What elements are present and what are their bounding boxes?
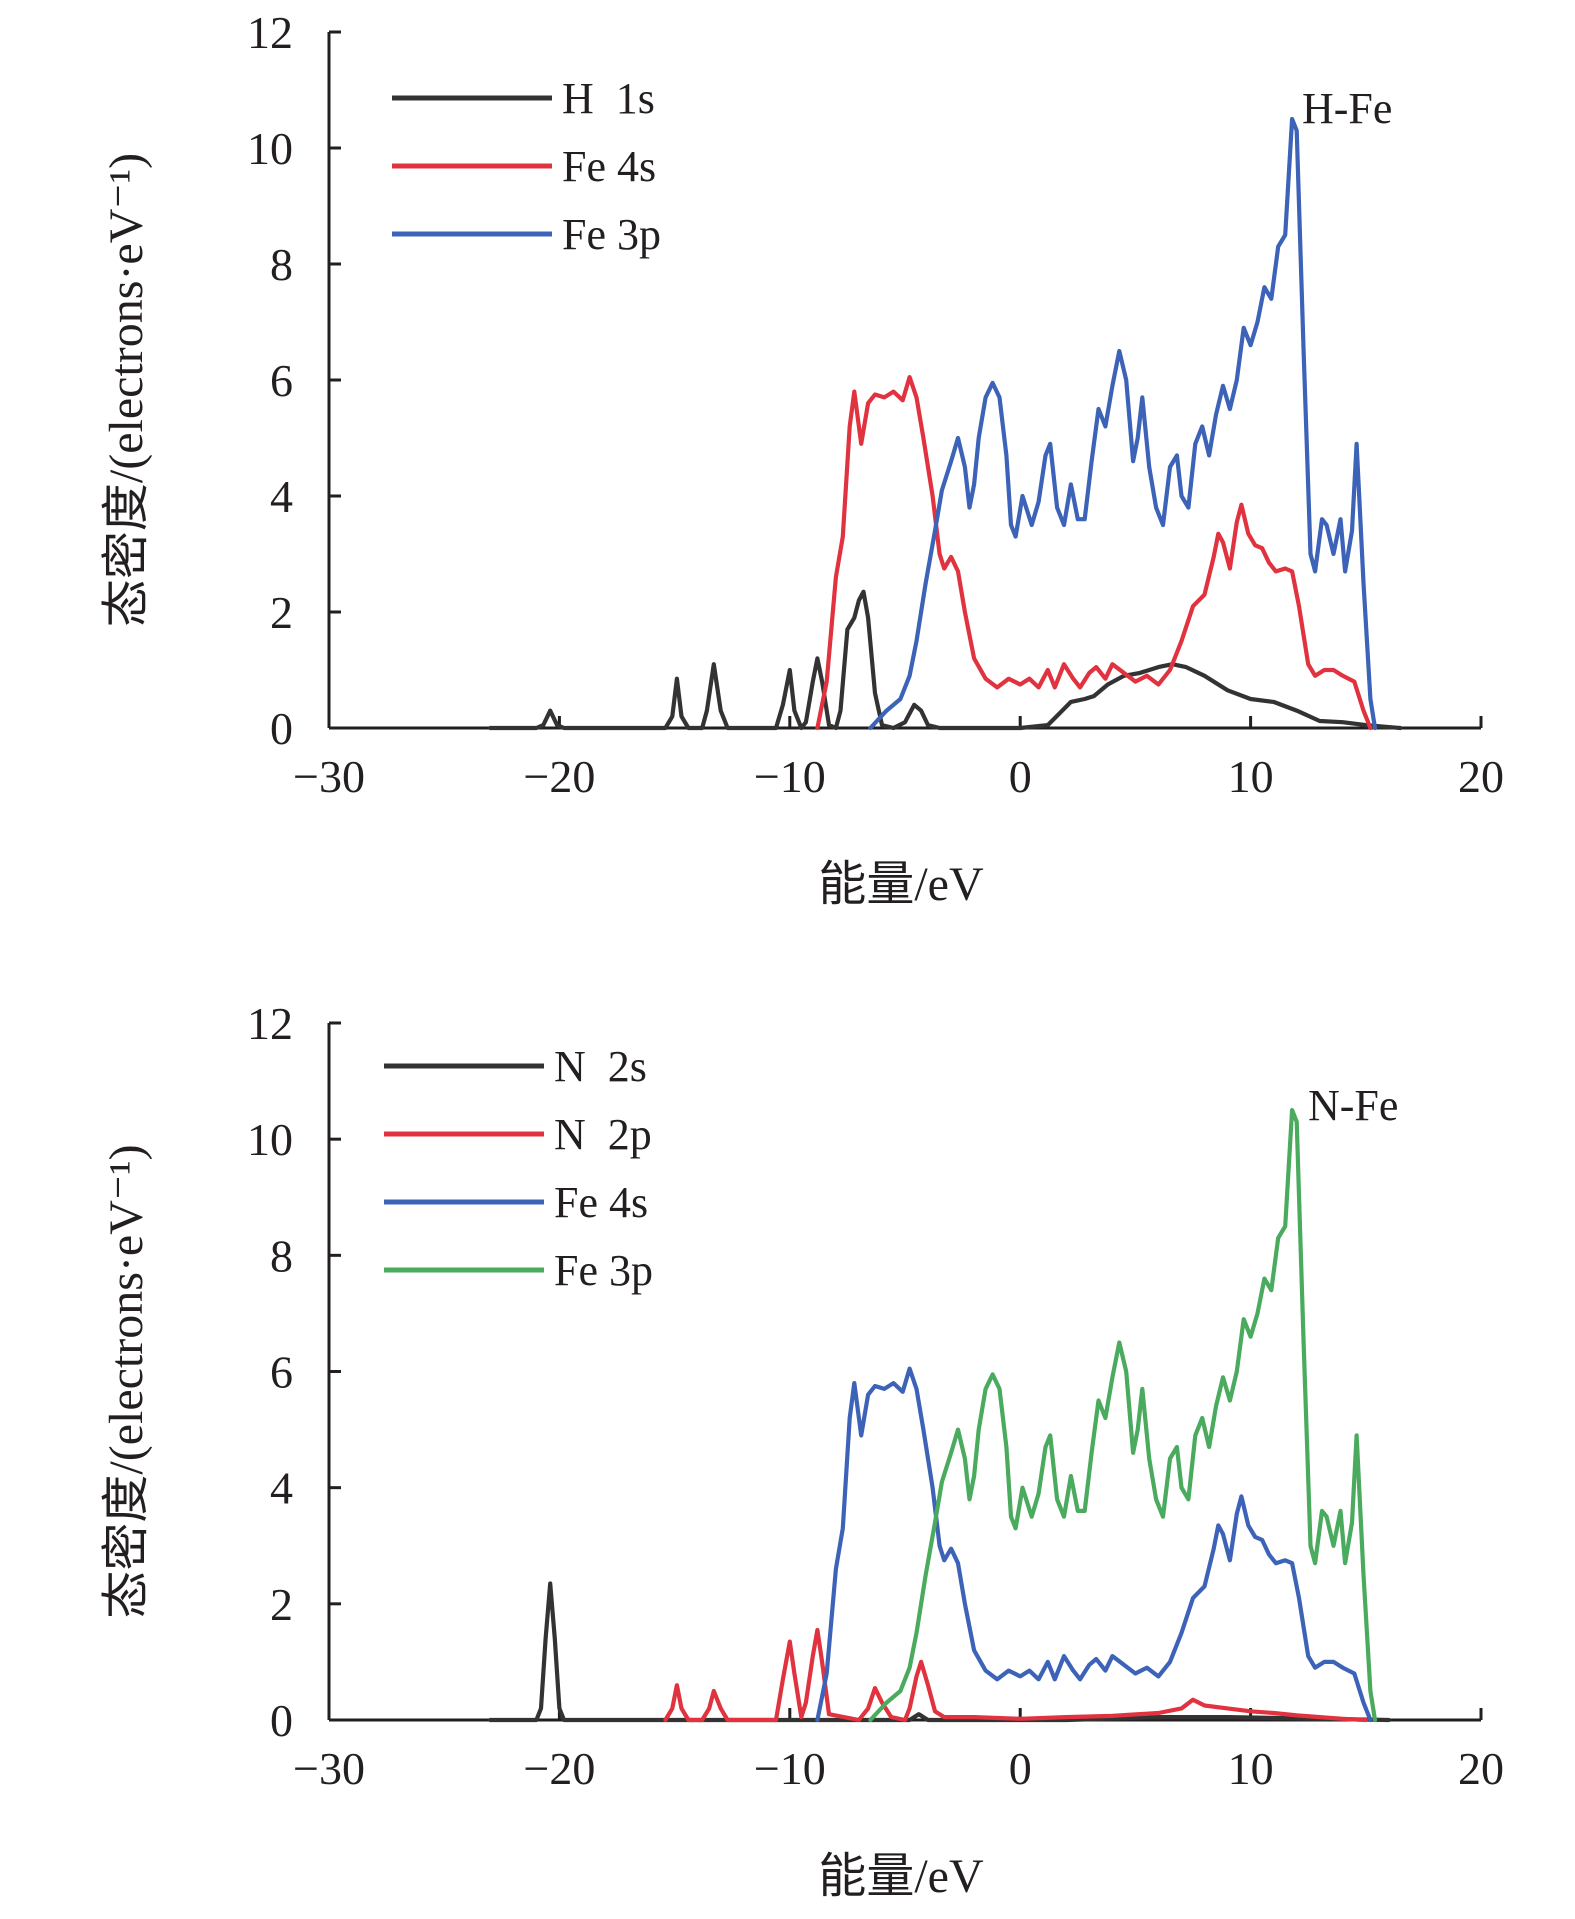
x-tick-label: −10 (754, 751, 826, 802)
y-tick-label: 8 (270, 1230, 293, 1281)
legend-label: Fe 4s (554, 1178, 648, 1227)
x-tick-label: 0 (1009, 751, 1032, 802)
series-line-4 (868, 1108, 1378, 1723)
series-line-1 (488, 589, 1403, 731)
x-tick-label: −30 (293, 1743, 365, 1794)
panel-label: H-Fe (1302, 84, 1392, 133)
series-line-3 (815, 1366, 1373, 1723)
panel-label: N-Fe (1308, 1081, 1398, 1130)
x-tick-label: 10 (1228, 751, 1274, 802)
y-tick-label: 4 (270, 1463, 293, 1514)
x-axis-title: 能量/eV (818, 1850, 984, 1903)
y-tick-label: 0 (270, 1695, 293, 1746)
series-line-2 (663, 1627, 1368, 1723)
legend-label: N 2p (554, 1110, 652, 1159)
y-tick-label: 10 (247, 123, 293, 174)
y-axis-title: 态密度/(electrons·eV⁻¹) (100, 1144, 153, 1618)
legend-label: Fe 3p (554, 1246, 653, 1295)
chart-panel-1: 0 2 4 6 8 10 12 −30 −20 −10 0 10 20 能量/eV 态密度/(electro… (100, 7, 1504, 911)
y-tick-label: 2 (270, 1579, 293, 1630)
x-tick-label: −20 (523, 751, 595, 802)
y-axis-title: 态密度/(electrons·eV⁻¹) (100, 153, 153, 627)
y-tick-label: 2 (270, 587, 293, 638)
series-line-3 (868, 116, 1378, 731)
x-tick-label: 20 (1458, 751, 1504, 802)
y-tick-label: 6 (270, 1347, 293, 1398)
x-tick-label: 20 (1458, 1743, 1504, 1794)
y-tick-label: 12 (247, 7, 293, 58)
legend-label: H 1s (562, 74, 655, 123)
y-tick-label: 12 (247, 998, 293, 1049)
legend-label: Fe 4s (562, 142, 656, 191)
y-tick-label: 0 (270, 703, 293, 754)
y-tick-label: 8 (270, 239, 293, 290)
legend: H 1s Fe 4s Fe 3p (392, 74, 661, 259)
x-tick-label: −30 (293, 751, 365, 802)
y-tick-label: 6 (270, 355, 293, 406)
x-tick-label: 10 (1228, 1743, 1274, 1794)
y-tick-label: 10 (247, 1114, 293, 1165)
x-axis-title: 能量/eV (818, 858, 984, 911)
x-tick-label: −10 (754, 1743, 826, 1794)
series-line-2 (815, 375, 1373, 731)
y-tick-label: 4 (270, 471, 293, 522)
legend-label: Fe 3p (562, 210, 661, 259)
legend-label: N 2s (554, 1042, 647, 1091)
x-tick-label: 0 (1009, 1743, 1032, 1794)
chart-panel-2: 0 2 4 6 8 10 12 −30 −20 −10 0 10 20 能量/eV 态密度/(electro… (100, 998, 1504, 1903)
legend: N 2s N 2p Fe 4s Fe 3p (384, 1042, 653, 1295)
x-tick-label: −20 (523, 1743, 595, 1794)
series-line-1 (488, 1581, 1391, 1723)
